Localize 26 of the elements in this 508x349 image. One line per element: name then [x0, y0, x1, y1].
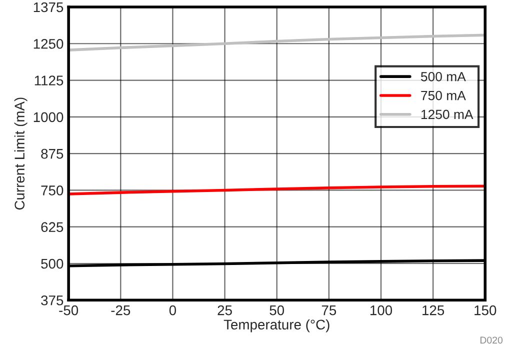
y-tick-label: 1375 — [34, 2, 64, 12]
x-tick-label: -25 — [111, 305, 130, 316]
legend-label: 1250 mA — [421, 110, 474, 120]
y-tick-label: 750 — [41, 186, 64, 196]
x-tick-label: 100 — [370, 305, 392, 316]
y-axis-title: Current Limit (mA) — [14, 98, 28, 210]
line-series — [68, 34, 486, 52]
y-tick-label: 625 — [41, 222, 64, 232]
x-tick-label: -50 — [59, 305, 78, 316]
x-tick-label: 125 — [422, 305, 444, 316]
x-tick-label: 25 — [218, 305, 232, 316]
y-tick-label: 875 — [41, 148, 64, 159]
x-axis-title: Temperature (°C) — [224, 319, 330, 332]
y-tick-label: 1125 — [34, 76, 64, 86]
text: D020 — [480, 336, 503, 344]
y-tick-label: 1250 — [34, 38, 64, 49]
x-tick-label: 50 — [270, 305, 284, 316]
y-tick-label: 1000 — [34, 112, 64, 122]
y-tick-label: 500 — [41, 258, 64, 269]
legend-label: 500 mA — [420, 72, 466, 82]
y-tick-label: 375 — [41, 295, 64, 306]
x-tick-label: 150 — [474, 305, 496, 316]
legend-label: 750 mA — [421, 90, 466, 100]
line-series — [68, 184, 486, 196]
x-tick-label: 0 — [169, 305, 176, 316]
x-tick-label: 75 — [322, 306, 336, 316]
